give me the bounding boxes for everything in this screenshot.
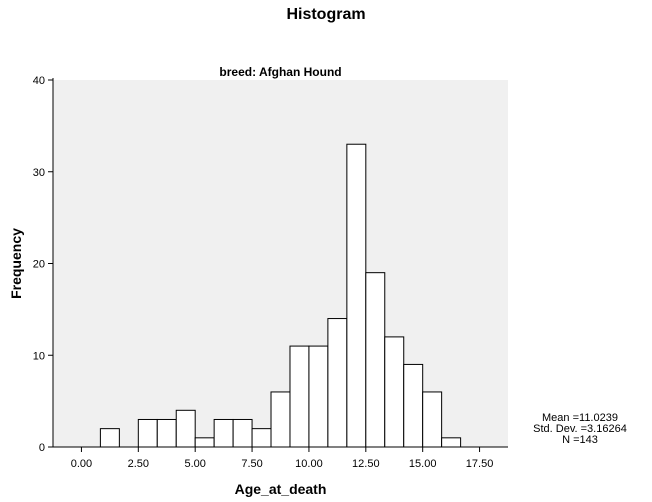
histogram-bar — [403, 363, 424, 448]
histogram-bar — [346, 143, 367, 448]
chart-subtitle: breed: Afghan Hound — [219, 65, 341, 79]
y-tick-label: 10 — [33, 350, 45, 362]
histogram-bar — [194, 437, 215, 448]
y-tick-label: 30 — [33, 167, 45, 179]
y-axis-label: Frequency — [8, 228, 24, 299]
histogram-bar — [422, 391, 443, 448]
x-tick-label: 0.00 — [71, 458, 92, 470]
statistics-box: Mean =11.0239 Std. Dev. =3.16264 N =143 — [520, 413, 640, 446]
histogram-bar — [175, 409, 196, 448]
mean-stat: Mean =11.0239 — [542, 412, 618, 424]
x-tick-label: 2.50 — [128, 458, 149, 470]
histogram-bar — [137, 418, 158, 448]
chart-title: Histogram — [286, 6, 366, 23]
histogram-bar — [308, 345, 329, 448]
plot-area — [53, 80, 508, 447]
x-tick-label: 7.50 — [241, 458, 262, 470]
histogram-bar — [365, 272, 386, 448]
axes-group: 0 10 20 30 40 0.00 2.50 5.00 7.50 10.00 12.50 15.00… — [33, 75, 508, 470]
histogram-bar — [213, 418, 234, 448]
std-dev-stat: Std. Dev. =3.16264 — [533, 423, 627, 435]
x-tick-label: 12.50 — [352, 458, 380, 470]
histogram-bar — [327, 318, 348, 448]
bars-group — [99, 143, 462, 448]
x-axis-label: Age_at_death — [235, 481, 327, 497]
histogram-bar — [270, 391, 291, 448]
histogram-bar — [99, 428, 120, 448]
histogram-bar — [441, 437, 462, 448]
y-tick-label: 20 — [33, 259, 45, 271]
y-tick-label: 40 — [33, 75, 45, 87]
x-tick-label: 5.00 — [184, 458, 205, 470]
histogram-bar — [384, 336, 405, 448]
histogram-bar — [232, 418, 253, 448]
histogram-bar — [156, 418, 177, 448]
x-tick-label: 15.00 — [409, 458, 437, 470]
histogram-bar — [251, 428, 272, 448]
histogram-bar — [289, 345, 310, 448]
x-tick-label: 10.00 — [295, 458, 323, 470]
x-tick-label: 17.50 — [466, 458, 494, 470]
y-tick-label: 0 — [39, 442, 45, 454]
n-stat: N =143 — [562, 434, 598, 446]
